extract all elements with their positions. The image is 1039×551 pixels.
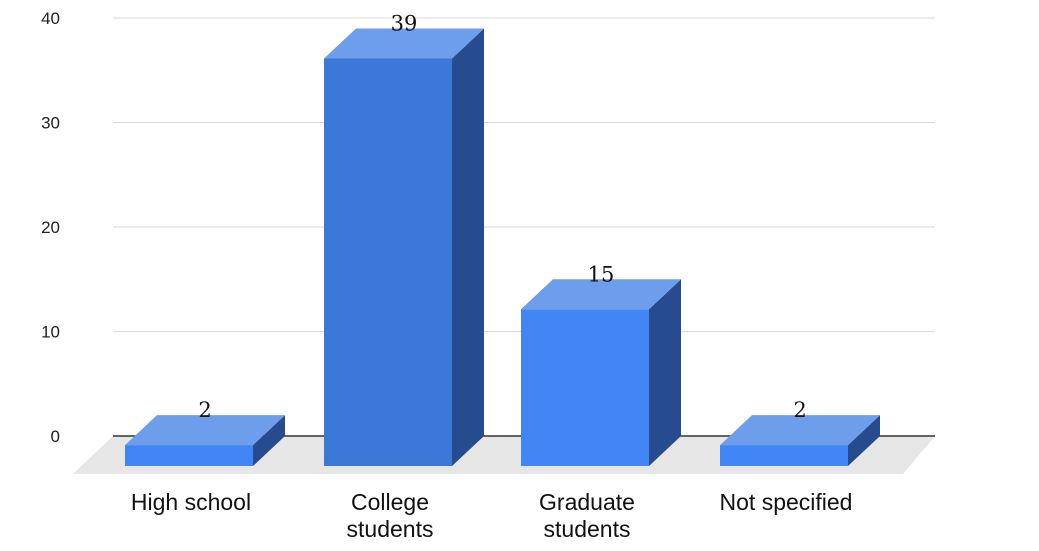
bar-top-face xyxy=(324,28,484,59)
bar-top-face xyxy=(521,279,681,310)
y-tick-label: 40 xyxy=(41,9,60,28)
bar xyxy=(720,415,880,466)
y-tick-label: 10 xyxy=(41,323,60,342)
bar xyxy=(125,415,285,466)
bar-front-face xyxy=(720,445,848,466)
bars xyxy=(125,28,880,466)
bar-top-face xyxy=(125,415,285,446)
data-label: 15 xyxy=(588,262,615,286)
y-tick-label: 30 xyxy=(41,114,60,133)
bar-front-face xyxy=(521,309,649,466)
data-labels: 2 39 15 2 xyxy=(198,11,806,422)
category-label: Graduate xyxy=(539,489,635,515)
bar-front-face xyxy=(125,445,253,466)
category-label: students xyxy=(347,516,434,542)
category-labels: High school CollegestudentsGraduatestuden… xyxy=(131,489,853,542)
bar-side-face xyxy=(848,415,880,466)
category-label: students xyxy=(544,516,631,542)
data-label: 2 xyxy=(793,398,806,422)
data-label: 2 xyxy=(198,398,211,422)
data-label: 39 xyxy=(391,11,418,35)
bar-side-face xyxy=(253,415,285,466)
bar-side-face xyxy=(452,28,484,466)
y-tick-label: 0 xyxy=(51,427,60,446)
bar-side-face xyxy=(649,279,681,466)
bar-top-face xyxy=(720,415,880,446)
y-axis-ticks: 0 10 20 30 40 xyxy=(41,9,60,446)
chart-floor xyxy=(73,436,935,474)
bar xyxy=(521,279,681,466)
floor-plane xyxy=(73,436,935,474)
y-tick-label: 20 xyxy=(41,218,60,237)
category-label: College xyxy=(351,489,429,515)
bar-front-face xyxy=(324,58,452,466)
category-label: Not specified xyxy=(720,489,853,515)
category-label: High school xyxy=(131,489,251,515)
bar xyxy=(324,28,484,466)
